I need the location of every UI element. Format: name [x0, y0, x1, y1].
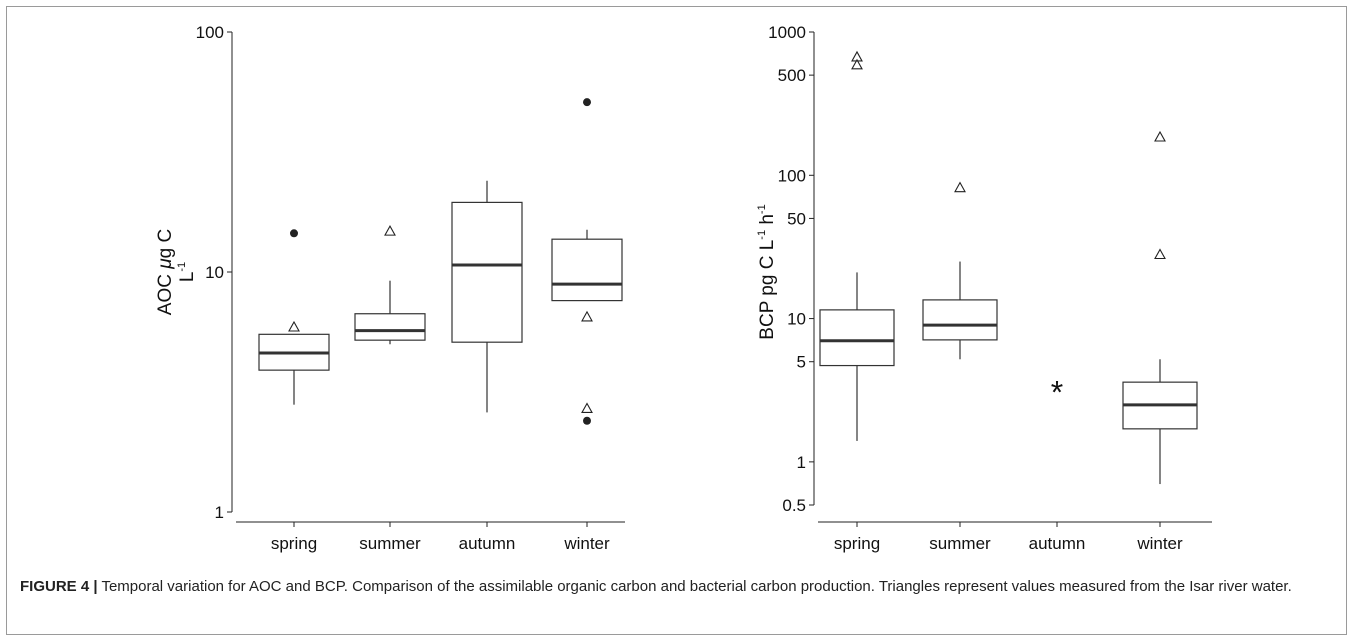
aoc-isar-triangle	[288, 320, 300, 332]
bcp-xtick-label: autumn	[1029, 534, 1086, 553]
caption-label: FIGURE 4 |	[20, 578, 98, 595]
bcp-box	[922, 299, 998, 341]
bcp-isar-triangle	[954, 181, 966, 193]
bcp-ytick-label: 100	[778, 166, 806, 185]
bcp-box	[819, 309, 895, 367]
aoc-outlier-point	[583, 416, 591, 425]
bcp-ylabel: BCP pg C L-1 h-1	[756, 204, 778, 339]
aoc-xtick-label: spring	[271, 534, 317, 553]
aoc-ylabel: AOC μg C	[155, 229, 176, 315]
figure-charts: 1 10 100 spring summer autumn winter 0.5 1 5 10 50…	[155, 23, 1212, 553]
bcp-ytick-label: 50	[787, 209, 806, 228]
bcp-ytick-label: 1000	[768, 23, 806, 42]
bcp-asterisk-annotation: *	[1051, 375, 1063, 411]
aoc-ytick-label: 10	[205, 263, 224, 282]
bcp-isar-triangle	[1154, 248, 1166, 260]
aoc-isar-triangle	[581, 310, 593, 322]
aoc-box	[551, 238, 623, 302]
bcp-ytick-label: 500	[778, 66, 806, 85]
aoc-isar-triangle	[384, 225, 396, 236]
bcp-ytick-label: 5	[797, 353, 806, 372]
aoc-box	[354, 313, 426, 341]
aoc-boxplot-panel: 1 10 100 spring summer autumn winter	[196, 23, 625, 553]
bcp-isar-triangle	[851, 58, 863, 70]
figure-caption: FIGURE 4 | Temporal variation for AOC an…	[20, 576, 1330, 598]
aoc-box	[451, 201, 523, 343]
bcp-ytick-label: 0.5	[782, 496, 806, 515]
aoc-ytick-label: 1	[215, 503, 224, 522]
aoc-xtick-label: winter	[563, 534, 610, 553]
bcp-xtick-label: summer	[929, 534, 991, 553]
bcp-xtick-label: winter	[1136, 534, 1183, 553]
aoc-ylabel-unit: L-1	[176, 262, 198, 282]
aoc-isar-triangle	[581, 402, 593, 414]
bcp-xtick-label: spring	[834, 534, 880, 553]
bcp-ytick-label: 10	[787, 310, 806, 329]
caption-text: Temporal variation for AOC and BCP. Comp…	[97, 578, 1292, 595]
aoc-xtick-label: summer	[359, 534, 421, 553]
aoc-outlier-point	[583, 98, 591, 107]
aoc-ytick-label: 100	[196, 23, 224, 42]
bcp-ytick-label: 1	[797, 453, 806, 472]
bcp-boxplot-panel: 0.5 1 5 10 50 100 500 1000 spring summer autumn win…	[768, 23, 1212, 553]
bcp-isar-triangle	[1154, 130, 1166, 142]
aoc-xtick-label: autumn	[459, 534, 516, 553]
aoc-outlier-point	[290, 229, 298, 238]
figure-frame	[6, 6, 1347, 635]
